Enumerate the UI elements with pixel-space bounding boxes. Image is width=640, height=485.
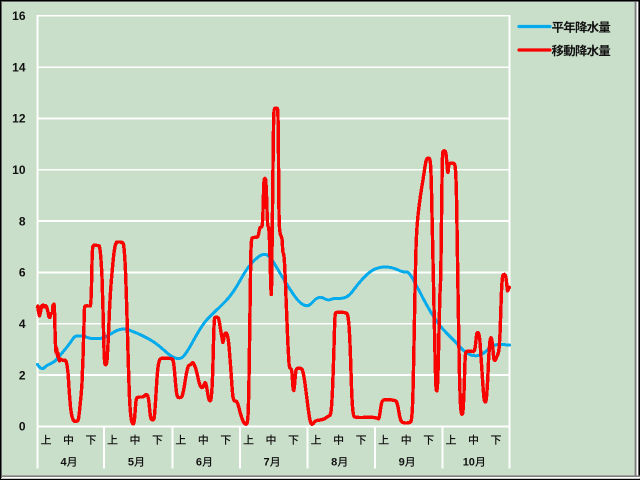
svg-text:8: 8 bbox=[331, 456, 337, 468]
svg-text:10: 10 bbox=[12, 163, 26, 177]
svg-text:6: 6 bbox=[196, 456, 202, 468]
svg-text:4: 4 bbox=[19, 317, 26, 331]
svg-text:14: 14 bbox=[12, 60, 26, 74]
svg-text:9: 9 bbox=[399, 456, 405, 468]
svg-text:10: 10 bbox=[463, 456, 475, 468]
svg-text:8: 8 bbox=[19, 214, 26, 228]
svg-text:16: 16 bbox=[12, 9, 26, 23]
svg-text:6: 6 bbox=[19, 266, 26, 280]
svg-text:4: 4 bbox=[61, 456, 68, 468]
svg-text:5: 5 bbox=[128, 456, 134, 468]
svg-text:12: 12 bbox=[12, 112, 26, 126]
svg-text:2: 2 bbox=[19, 368, 26, 382]
svg-text:0: 0 bbox=[19, 420, 26, 434]
svg-text:7: 7 bbox=[264, 456, 270, 468]
